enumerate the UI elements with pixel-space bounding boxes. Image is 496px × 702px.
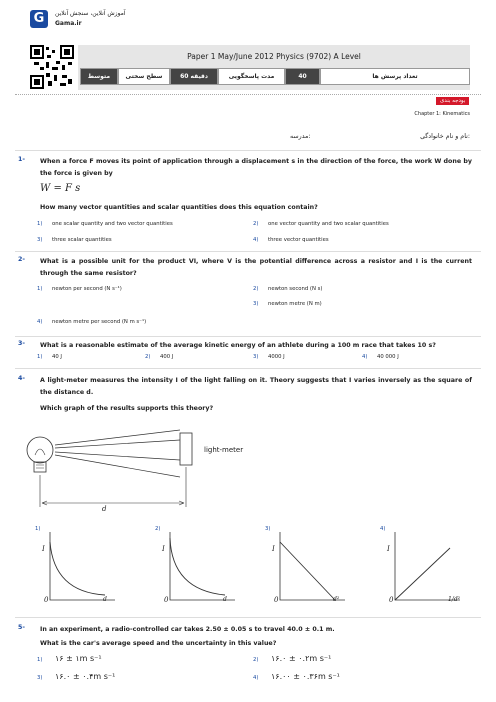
diagram — [26, 429, 193, 507]
question-text: In an experiment, a radio-controlled car… — [40, 626, 335, 633]
site: Gama.ir — [55, 20, 82, 27]
divider — [15, 150, 481, 151]
option-number: 1) — [35, 526, 41, 532]
question-text: A light-meter measures the intensity I o… — [40, 377, 472, 396]
divider — [15, 94, 481, 95]
question-prompt: What is the car's average speed and the … — [40, 640, 277, 647]
option-text: ۱۶.۰ ± ۰.۲m s⁻¹ — [271, 654, 332, 663]
info-value: 60 دقیقه — [170, 68, 218, 85]
light-meter-label: light-meter — [204, 446, 244, 454]
graph — [169, 532, 235, 601]
distance-label: d — [102, 505, 107, 513]
tag: بودجه بندی — [436, 97, 470, 105]
option-text: three vector quantities — [268, 237, 329, 243]
option-number: 2) — [253, 657, 259, 663]
origin-label: 0 — [389, 596, 394, 604]
question-number: 5- — [18, 624, 25, 631]
option-number: 2) — [155, 526, 161, 532]
graph — [394, 532, 460, 601]
school-label: مدرسه: — [290, 133, 311, 140]
question-text: What is a possible unit for the product … — [40, 258, 472, 277]
title: Paper 1 May/June 2012 Physics (9702) A L… — [187, 52, 361, 61]
formula: W = F s — [40, 183, 81, 194]
chapter: Chapter 1: Kinematics — [414, 111, 470, 117]
option-text: newton metre (N m) — [268, 301, 322, 307]
question-prompt: How many vector quantities and scalar qu… — [40, 204, 318, 211]
question-text: When a force F moves its point of applic… — [40, 158, 472, 177]
x-axis-label: d — [103, 596, 107, 603]
graph — [279, 532, 345, 601]
qr-code — [30, 45, 74, 89]
option-text: newton per second (N s⁻¹) — [52, 286, 122, 292]
divider — [15, 251, 481, 252]
divider — [15, 617, 481, 618]
option-number: 1) — [37, 657, 43, 663]
option-text: 40 000 J — [377, 354, 399, 360]
option-number: 2) — [253, 286, 259, 292]
option-text: 400 J — [160, 354, 174, 360]
logo: G — [30, 10, 48, 28]
y-axis-label: I — [42, 545, 45, 553]
option-text: 40 J — [52, 354, 62, 360]
option-text: one vector quantity and two scalar quant… — [268, 221, 389, 227]
y-axis-label: I — [387, 545, 390, 553]
question-number: 1- — [18, 156, 25, 163]
option-number: 2) — [145, 354, 151, 360]
option-number: 3) — [37, 237, 43, 243]
divider — [15, 336, 481, 337]
option-number: 3) — [253, 354, 259, 360]
option-number: 2) — [253, 221, 259, 227]
option-number: 4) — [37, 319, 43, 325]
graph — [49, 532, 115, 601]
option-text: one scalar quantity and two vector quant… — [52, 221, 173, 227]
info-label: تعداد پرسش ها — [320, 68, 470, 85]
info-value: 40 — [285, 68, 320, 85]
option-number: 3) — [253, 301, 259, 307]
brand: آموزش آنلاین، سنجش آنلاین — [55, 10, 126, 17]
option-number: 1) — [37, 286, 43, 292]
option-text: 4000 J — [268, 354, 285, 360]
y-axis-label: I — [272, 545, 275, 553]
y-axis-label: I — [162, 545, 165, 553]
origin-label: 0 — [274, 596, 279, 604]
option-number: 3) — [37, 675, 43, 681]
info-value: متوسط — [80, 68, 118, 85]
option-text: newton second (N s) — [268, 286, 323, 292]
x-axis-label: d² — [333, 596, 340, 603]
option-number: 1) — [37, 221, 43, 227]
name-label: نام و نام خانوادگی: — [420, 133, 470, 140]
option-number: 4) — [253, 675, 259, 681]
info-label: مدت پاسخگویی — [218, 68, 285, 85]
option-number: 4) — [362, 354, 368, 360]
question-number: 4- — [18, 375, 25, 382]
option-number: 1) — [37, 354, 43, 360]
origin-label: 0 — [44, 596, 49, 604]
x-axis-label: d — [223, 596, 227, 603]
origin-label: 0 — [164, 596, 169, 604]
option-text: three scalar quantities — [52, 237, 112, 243]
option-number: 4) — [380, 526, 386, 532]
option-text: ۱۶.۰ ± ۰.۴m s⁻¹ — [55, 672, 116, 681]
question-number: 2- — [18, 256, 25, 263]
x-axis-label: 1/d² — [448, 596, 461, 603]
question-text: What is a reasonable estimate of the ave… — [40, 342, 436, 349]
option-number: 4) — [253, 237, 259, 243]
question-prompt: Which graph of the results supports this… — [40, 405, 214, 412]
info-label: سطح سختی — [118, 68, 170, 85]
option-text: ۱۶ ± ۱m s⁻¹ — [55, 654, 102, 663]
option-text: ۱۶.۰۰ ± ۰.۳۶m s⁻¹ — [271, 672, 340, 681]
option-text: newton metre per second (N m s⁻¹) — [52, 319, 147, 325]
question-number: 3- — [18, 340, 25, 347]
divider — [15, 368, 481, 369]
option-number: 3) — [265, 526, 271, 532]
